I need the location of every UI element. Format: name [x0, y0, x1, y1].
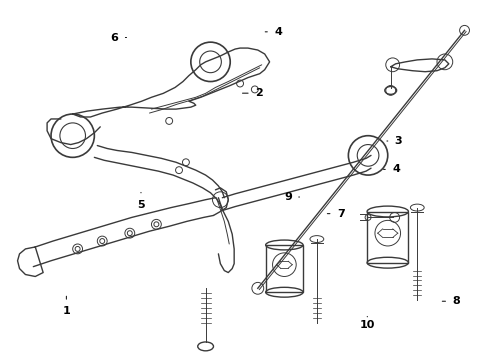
Text: 4: 4	[264, 27, 282, 37]
Text: 3: 3	[386, 136, 402, 146]
Text: 2: 2	[242, 88, 262, 98]
Text: 6: 6	[110, 32, 126, 42]
Text: 5: 5	[137, 192, 144, 210]
Text: 1: 1	[62, 296, 70, 316]
Text: 4: 4	[383, 165, 399, 174]
Bar	[265, 245, 303, 292]
Bar	[366, 212, 407, 263]
Text: 10: 10	[359, 316, 374, 330]
Text: 7: 7	[326, 209, 344, 219]
Text: 8: 8	[441, 296, 459, 306]
Text: 9: 9	[284, 192, 299, 202]
